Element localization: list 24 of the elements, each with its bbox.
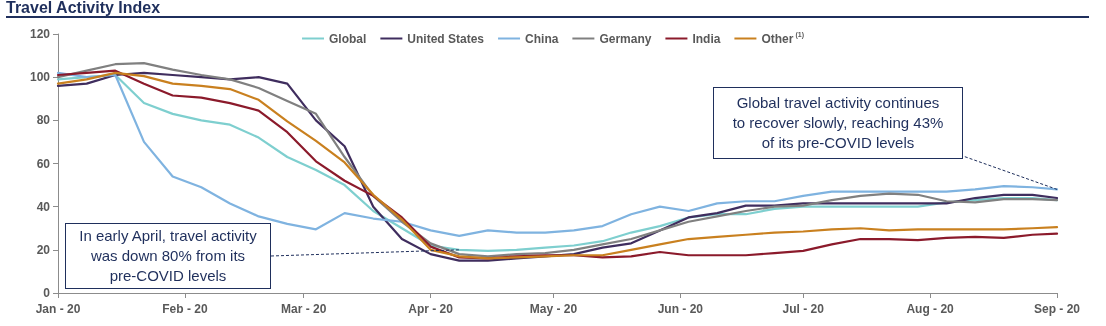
- y-tick-label: 40: [36, 199, 51, 214]
- x-tick-label: Mar - 20: [280, 302, 327, 316]
- x-tick-label: Jul - 20: [782, 302, 825, 316]
- legend-label: United States: [407, 31, 485, 46]
- x-tick-label: Apr - 20: [408, 302, 454, 316]
- x-tick-label: Aug - 20: [906, 302, 955, 316]
- y-tick-label: 80: [36, 113, 51, 128]
- y-tick-label: 120: [29, 27, 51, 41]
- legend-label: China: [525, 31, 559, 46]
- x-tick-label: Sep - 20: [1033, 302, 1081, 316]
- legend-label: Global: [329, 31, 367, 46]
- annotation: In early April, travel activity was down 80% from its pre-COVID levels: [65, 223, 271, 289]
- chart-title: Travel Activity Index: [6, 0, 1089, 18]
- annotation: Global travel activity continues to recover slowly, reaching 43% of its pre-COVID levels: [713, 87, 963, 159]
- x-tick-label: Jan - 20: [35, 302, 81, 316]
- x-tick-label: Feb - 20: [162, 302, 208, 316]
- y-tick-label: 60: [36, 156, 51, 171]
- x-tick-label: Jun - 20: [657, 302, 704, 316]
- y-tick-label: 0: [43, 286, 51, 300]
- legend-label: Germany: [599, 31, 652, 46]
- legend-label: India: [692, 31, 721, 46]
- y-tick-label: 20: [36, 242, 51, 257]
- x-tick-label: May - 20: [529, 302, 578, 316]
- y-tick-label: 100: [29, 70, 51, 85]
